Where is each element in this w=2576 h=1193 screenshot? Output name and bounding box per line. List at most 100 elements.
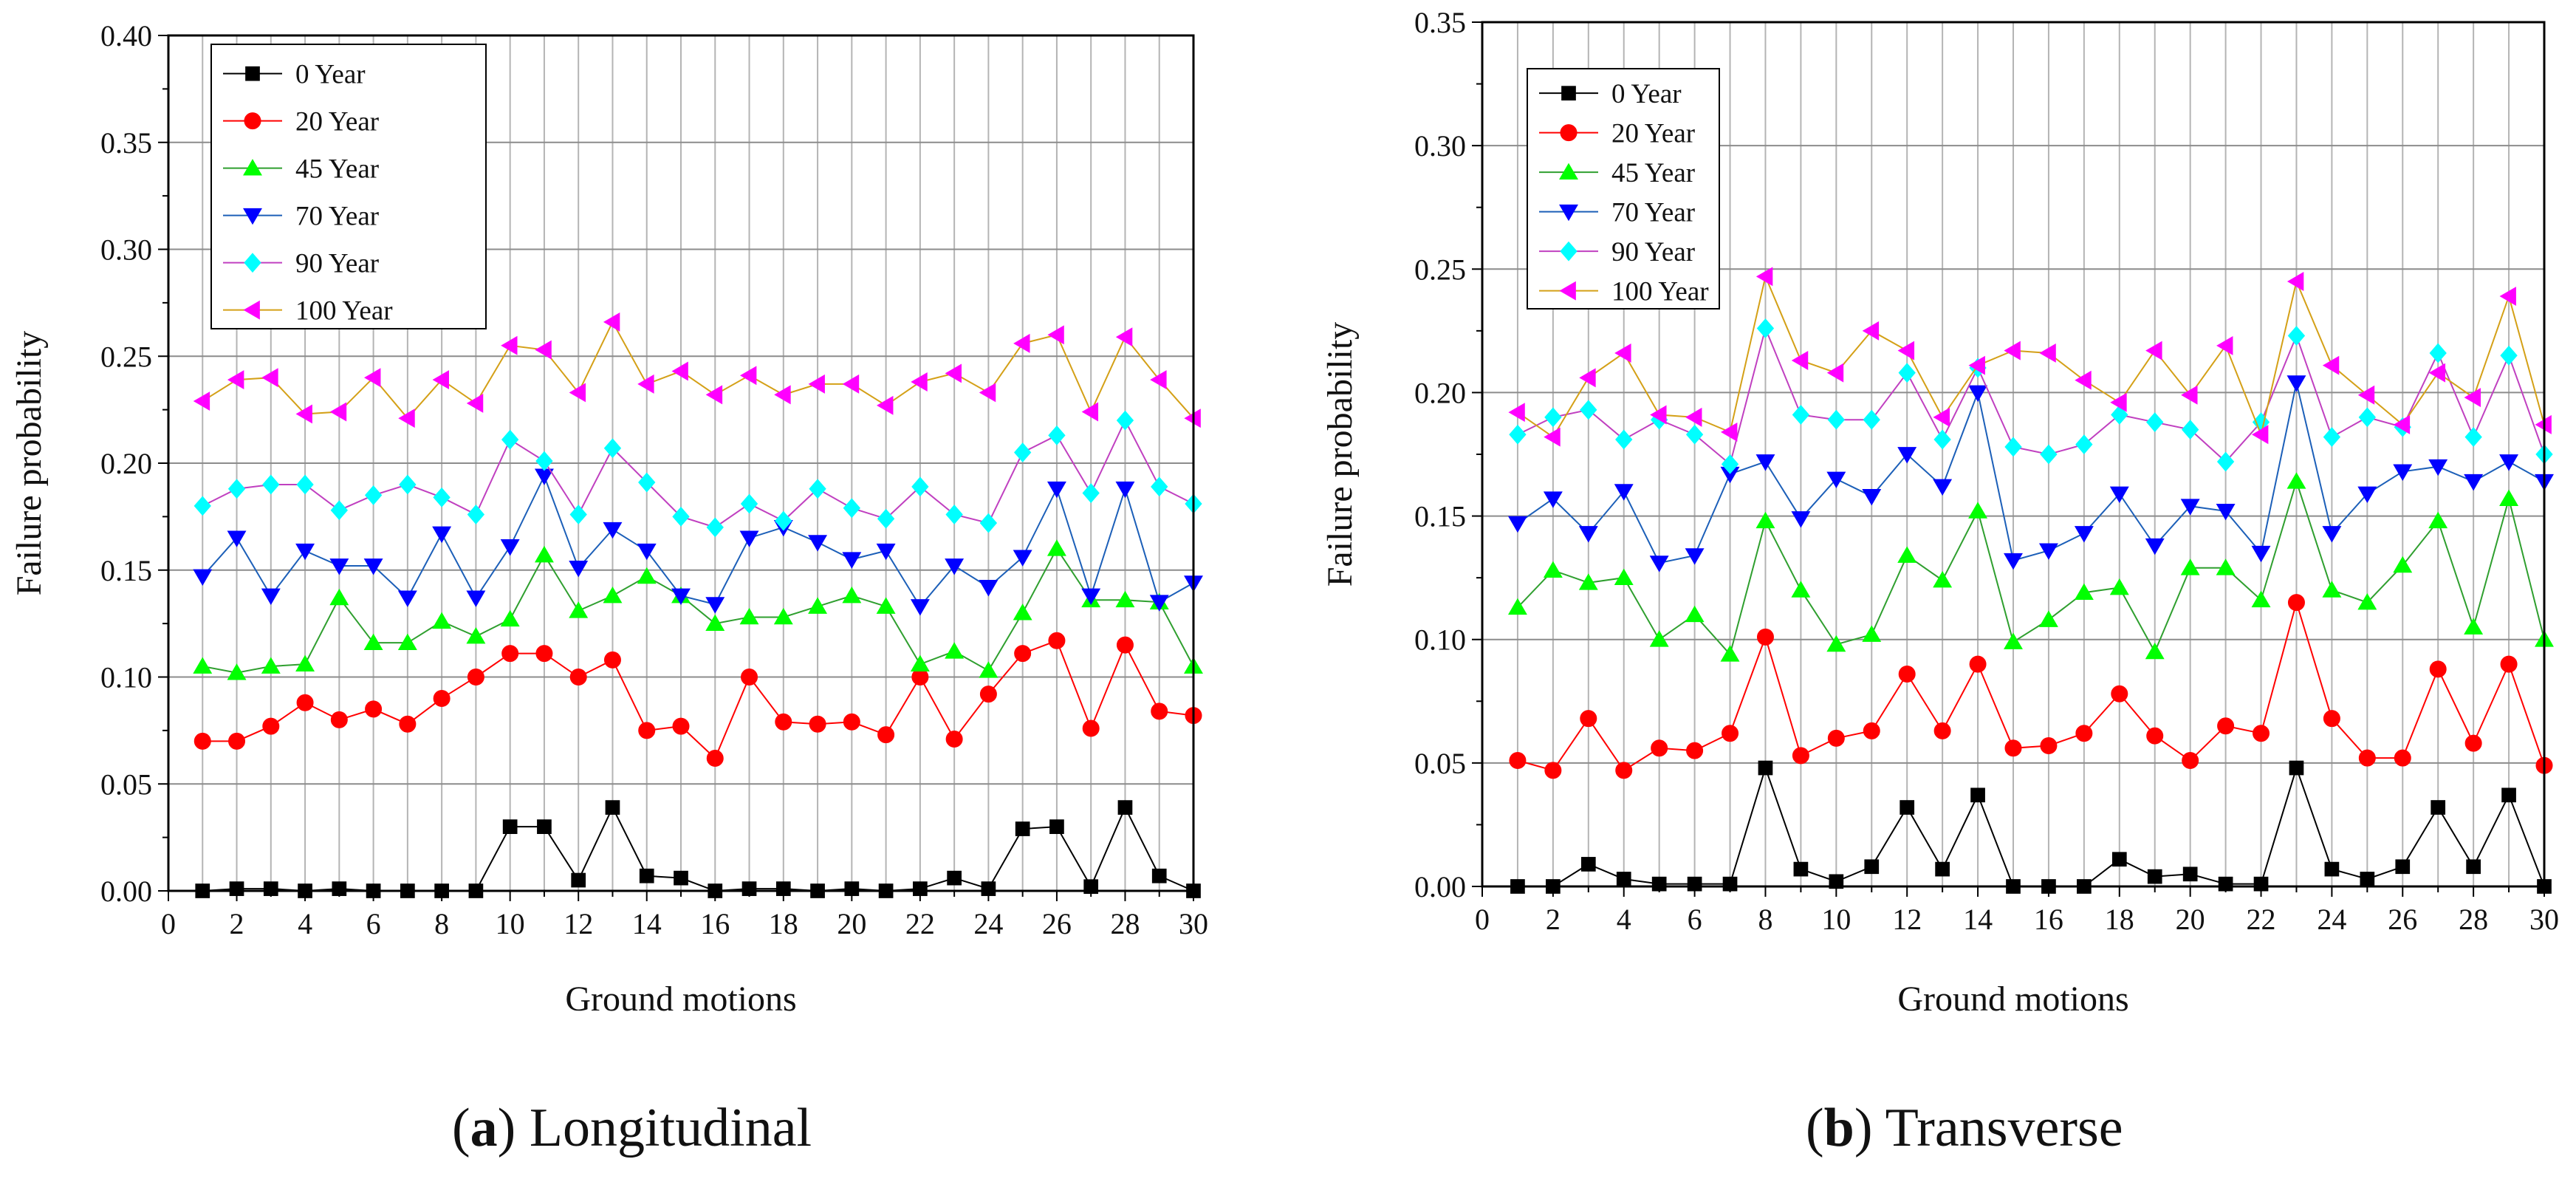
- data-point: [569, 505, 587, 524]
- legend-marker: [243, 208, 262, 225]
- x-axis-b: 0 2 4 6 8 10 12 14 16 18 20 22 24 26 28 30: [1475, 886, 2559, 936]
- data-point: [910, 599, 930, 616]
- legend-label: 90 Year: [295, 249, 379, 279]
- series-line: [202, 474, 1194, 608]
- data-point: [193, 657, 213, 674]
- y-axis-a: 0.00 0.05 0.10 0.15 0.20 0.25 0.30 0.35 0.40: [100, 19, 168, 908]
- data-point: [637, 567, 657, 584]
- data-point: [2394, 749, 2411, 767]
- data-point: [2466, 859, 2481, 875]
- data-point: [228, 732, 246, 750]
- data-point: [1115, 327, 1133, 347]
- data-point: [535, 451, 553, 471]
- data-point: [603, 651, 621, 669]
- data-point: [1544, 407, 1562, 428]
- data-point: [877, 508, 895, 529]
- x-tick-label: 22: [905, 907, 935, 940]
- data-point: [876, 543, 896, 561]
- data-point: [2393, 464, 2413, 481]
- data-point: [705, 597, 725, 614]
- y-axis-title: Failure probability: [10, 331, 49, 596]
- series-line: [1517, 765, 2545, 887]
- data-point: [2111, 685, 2128, 703]
- data-point: [639, 868, 654, 883]
- data-point: [295, 543, 315, 561]
- data-point: [2040, 444, 2058, 465]
- data-point: [1755, 454, 1775, 471]
- x-tick-label: 16: [700, 907, 730, 940]
- data-point: [2216, 451, 2235, 472]
- data-point: [2075, 434, 2093, 455]
- data-point: [2322, 355, 2340, 375]
- data-point: [227, 663, 247, 680]
- data-point: [1864, 859, 1880, 875]
- data-point: [809, 479, 826, 499]
- x-axis-title: Ground motions: [565, 980, 796, 1019]
- legend-label: 70 Year: [1611, 198, 1695, 228]
- data-point: [2182, 866, 2198, 882]
- x-tick-label: 18: [2105, 903, 2134, 936]
- y-tick-label: 0.25: [100, 340, 152, 373]
- data-point: [1509, 424, 1527, 445]
- data-point: [537, 819, 552, 835]
- data-point: [295, 654, 315, 671]
- data-point: [2500, 655, 2518, 673]
- legend-label: 45 Year: [295, 154, 379, 185]
- x-axis-a: 0 2 4 6 8 10 12 14 16 18 20 22 24 26 28 30: [161, 891, 1208, 940]
- x-tick-label: 24: [2317, 903, 2346, 936]
- data-point: [1543, 491, 1563, 508]
- data-point: [1898, 363, 1916, 383]
- x-tick-label: 14: [632, 907, 662, 940]
- data-point: [502, 819, 518, 835]
- legend-label: 70 Year: [295, 202, 379, 232]
- data-point: [1082, 483, 1100, 503]
- data-point: [2393, 556, 2413, 573]
- data-point: [1115, 590, 1135, 608]
- data-point: [2286, 472, 2306, 489]
- data-point: [1578, 526, 1598, 543]
- y-axis-b: 0.00 0.05 0.10 0.15 0.20 0.25 0.30 0.35: [1414, 6, 1482, 903]
- legend-b: 0 Year 20 Year 45 Year 70 Year 90 Year 100 Ye…: [1527, 68, 1720, 310]
- data-point: [1048, 425, 1066, 445]
- data-point: [2358, 749, 2376, 767]
- data-point: [329, 588, 349, 606]
- x-tick-label: 30: [2529, 903, 2559, 936]
- series-a-3: [193, 468, 1203, 616]
- data-point: [1615, 762, 1633, 779]
- data-point: [705, 614, 725, 631]
- data-point: [1721, 454, 1739, 474]
- data-point: [227, 370, 244, 390]
- data-point: [945, 558, 965, 575]
- data-point: [1756, 628, 1774, 646]
- data-point: [1151, 868, 1167, 883]
- data-point: [910, 654, 930, 671]
- data-point: [1649, 556, 1669, 572]
- legend-box: [210, 44, 487, 329]
- data-point: [1151, 703, 1168, 720]
- data-point: [1013, 550, 1032, 567]
- data-point: [2500, 345, 2518, 366]
- data-point: [741, 669, 758, 686]
- data-point: [1507, 516, 1527, 533]
- data-point: [2358, 407, 2376, 428]
- x-tick-label: 18: [769, 907, 798, 940]
- data-point: [808, 374, 825, 394]
- data-point: [433, 689, 451, 707]
- data-point: [1013, 333, 1030, 353]
- legend-marker: [243, 159, 262, 176]
- data-point: [1793, 861, 1809, 877]
- data-point: [1116, 636, 1134, 654]
- data-point: [2322, 581, 2342, 598]
- data-point: [2357, 486, 2377, 504]
- caption-a: (a) Longitudinal: [452, 1098, 812, 1158]
- data-point: [2074, 526, 2094, 543]
- data-point: [2428, 511, 2448, 529]
- y-tick-label: 0.05: [100, 768, 152, 801]
- y-tick-label: 0.40: [100, 19, 152, 52]
- data-point: [296, 474, 314, 495]
- y-axis-title: Failure probability: [1320, 322, 1360, 587]
- legend-label: 100 Year: [1611, 277, 1709, 307]
- x-tick-label: 8: [434, 907, 449, 940]
- data-point: [569, 669, 587, 686]
- x-tick-label: 24: [973, 907, 1003, 940]
